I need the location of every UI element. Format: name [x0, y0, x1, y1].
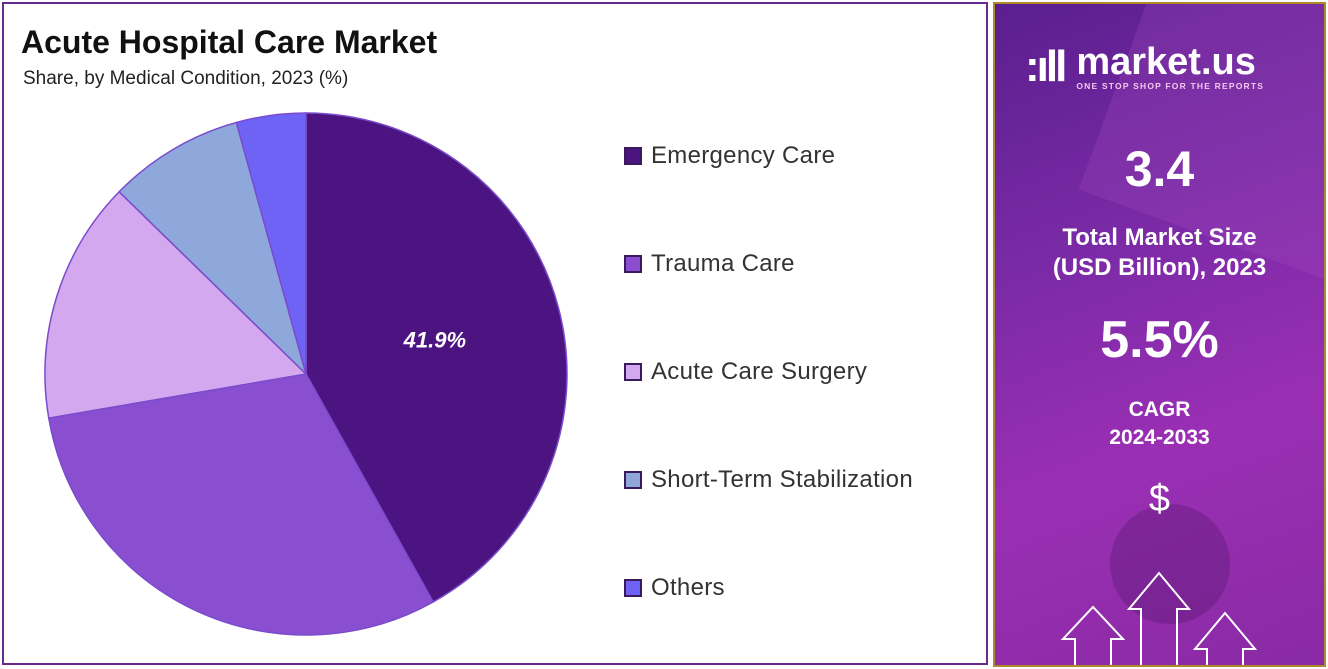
legend-swatch [624, 579, 642, 597]
cagr-label: CAGR [1128, 398, 1191, 421]
growth-arrows-icon [1060, 571, 1258, 665]
legend-item: Trauma Care [624, 250, 795, 278]
dollar-icon: $ [1148, 478, 1171, 520]
chart-subtitle: Share, by Medical Condition, 2023 (%) [23, 68, 349, 89]
pie-chart: 41.9% [44, 112, 568, 636]
legend-label: Others [651, 574, 725, 601]
cagr-value: 5.5% [1100, 311, 1219, 369]
legend-item: Short-Term Stabilization [624, 466, 913, 494]
background-decor [1078, 4, 1324, 624]
legend-swatch [624, 363, 642, 381]
market-size-label: Total Market Size [1062, 224, 1257, 251]
legend-swatch [624, 255, 642, 273]
legend-swatch [624, 147, 642, 165]
legend-item: Others [624, 574, 725, 602]
summary-panel: :ıll market.us ONE STOP SHOP FOR THE REP… [993, 2, 1326, 667]
pie-slice-emergency-care [305, 112, 568, 603]
pie-slice-trauma-care [47, 373, 435, 636]
legend-item: Acute Care Surgery [624, 358, 867, 386]
brand-logo: :ıll market.us ONE STOP SHOP FOR THE REP… [1025, 42, 1264, 92]
brand-name: market.us [1076, 41, 1256, 83]
pie-slice-short-term-stabilization [118, 121, 308, 377]
legend-label: Emergency Care [651, 142, 836, 169]
pie-slice-others [235, 112, 307, 375]
pie-slice-acute-care-surgery [44, 190, 308, 419]
market-size-value: 3.4 [1124, 141, 1195, 197]
logo-icon: :ıll [1025, 42, 1067, 91]
chart-title: Acute Hospital Care Market [21, 24, 438, 60]
legend-item: Emergency Care [624, 142, 835, 170]
legend-label: Short-Term Stabilization [651, 466, 913, 493]
cagr-period: 2024-2033 [1109, 426, 1210, 449]
legend-label: Trauma Care [651, 250, 795, 277]
legend-swatch [624, 471, 642, 489]
chart-panel: Acute Hospital Care Market Share, by Med… [2, 2, 988, 665]
legend-label: Acute Care Surgery [651, 358, 868, 385]
brand-tagline: ONE STOP SHOP FOR THE REPORTS [1076, 81, 1265, 91]
data-label: 41.9% [403, 327, 466, 352]
market-size-label-2: (USD Billion), 2023 [1052, 254, 1267, 281]
